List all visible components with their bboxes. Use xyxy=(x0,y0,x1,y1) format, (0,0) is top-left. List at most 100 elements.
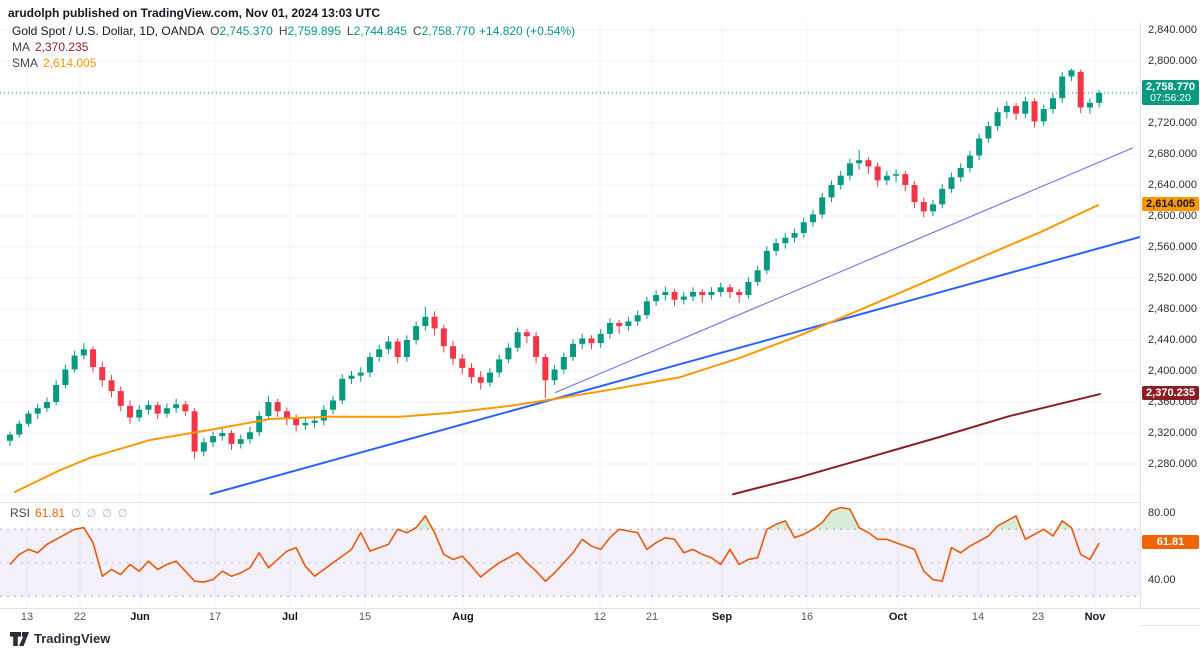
candle-body xyxy=(1096,92,1103,103)
pane-divider[interactable] xyxy=(0,502,1200,503)
published-by-line: arudolph published on TradingView.com, N… xyxy=(8,6,381,20)
gear-icon[interactable]: ∅ xyxy=(86,508,97,520)
candle-body xyxy=(394,341,401,358)
candle-body xyxy=(1040,109,1047,122)
candle-body xyxy=(763,250,770,271)
candle-body xyxy=(145,405,152,410)
candle-body xyxy=(348,375,355,379)
chart-canvas[interactable] xyxy=(0,0,1140,626)
candle-body xyxy=(173,404,180,409)
candle-body xyxy=(883,175,890,181)
candle-body xyxy=(53,384,60,402)
rsi-value: 61.81 xyxy=(35,506,66,520)
candle-body xyxy=(62,369,69,385)
time-label: 14 xyxy=(971,611,985,623)
rsi-tick: 80.00 xyxy=(1148,506,1176,519)
candle-body xyxy=(579,338,586,344)
candle-body xyxy=(570,343,577,358)
price-badge: 2,614.005 xyxy=(1142,197,1199,212)
candle-body xyxy=(800,222,807,234)
candle-body xyxy=(477,377,484,383)
tradingview-logo-text: TradingView xyxy=(34,631,111,646)
candle-body xyxy=(339,378,346,401)
candle-body xyxy=(43,402,50,409)
candle-body xyxy=(846,163,853,176)
rsi-tick: 40.00 xyxy=(1148,573,1176,586)
price-tick: 2,560.000 xyxy=(1148,241,1197,253)
candle-body xyxy=(293,419,300,426)
candle-body xyxy=(191,411,198,452)
price-tick: 2,520.000 xyxy=(1148,272,1197,284)
candle-body xyxy=(385,341,392,350)
candle-body xyxy=(708,291,715,296)
candle-body xyxy=(496,359,503,373)
circle-icon[interactable]: ∅ xyxy=(102,508,112,520)
price-tick: 2,680.000 xyxy=(1148,148,1197,160)
candle-body xyxy=(450,346,457,359)
candle-body xyxy=(16,423,23,435)
time-label: 17 xyxy=(208,611,222,623)
price-tick: 2,640.000 xyxy=(1148,179,1197,191)
ohlc-item: O2,745.370 xyxy=(210,24,273,38)
candle-body xyxy=(662,291,669,296)
rsi-legend: RSI 61.81 ∅ ∅ ∅ ∅ xyxy=(10,506,127,520)
candle-body xyxy=(514,332,521,348)
candle-body xyxy=(505,347,512,360)
trendline-major[interactable] xyxy=(209,235,1140,496)
ma-value: 2,370.235 xyxy=(35,40,89,54)
time-label: Jul xyxy=(282,611,298,623)
candle-body xyxy=(413,326,420,340)
candle-body xyxy=(773,243,780,251)
ma-label: MA xyxy=(12,40,30,54)
candle-body xyxy=(210,436,217,443)
candle-body xyxy=(606,322,613,334)
candle-body xyxy=(643,301,650,316)
footer-bar: TradingView xyxy=(0,626,1200,652)
price-tick: 2,440.000 xyxy=(1148,334,1197,346)
candle-body xyxy=(80,349,87,356)
price-badge: 2,758.770 07:56:20 xyxy=(1142,79,1199,105)
time-label: Jun xyxy=(130,611,150,623)
candle-body xyxy=(810,214,817,223)
candle-body xyxy=(256,415,263,433)
rsi-overbought-fill xyxy=(74,507,1073,530)
candle-body xyxy=(1059,76,1066,99)
time-axis[interactable]: 13 22 Jun 17 Jul 15 Aug 12 21 Sep 16 Oct 14 23 Nov xyxy=(0,609,1140,626)
candle-body xyxy=(994,112,1001,127)
time-label: 23 xyxy=(1031,611,1045,623)
candle-body xyxy=(283,411,290,420)
candle-body xyxy=(163,408,170,414)
ma-legend-row: MA 2,370.235 xyxy=(12,40,575,55)
candle-body xyxy=(791,233,798,238)
candle-body xyxy=(219,433,226,437)
candle-body xyxy=(985,126,992,139)
ohlc-item: L2,744.845 xyxy=(346,24,407,38)
candle-body xyxy=(653,295,660,302)
price-tick: 2,480.000 xyxy=(1148,303,1197,315)
more-icon[interactable]: ∅ xyxy=(117,508,128,520)
candle-body xyxy=(588,338,595,344)
candle-body xyxy=(320,409,327,421)
candle-body xyxy=(616,322,623,327)
time-label: 13 xyxy=(20,611,34,623)
price-tick: 2,800.000 xyxy=(1148,55,1197,67)
symbol-title[interactable]: Gold Spot / U.S. Dollar, 1D, OANDA xyxy=(12,24,205,38)
candle-body xyxy=(856,160,863,164)
candle-body xyxy=(274,402,281,412)
candle-body xyxy=(726,287,733,292)
eye-icon[interactable]: ∅ xyxy=(71,508,81,520)
price-badge: 2,370.235 xyxy=(1142,386,1199,401)
candle-body xyxy=(25,413,32,424)
candle-body xyxy=(440,328,447,347)
time-label: Nov xyxy=(1084,611,1106,623)
candle-body xyxy=(117,391,124,406)
candle-body xyxy=(237,439,244,444)
trendline-minor[interactable] xyxy=(554,147,1134,394)
rsi-toolbar-icons: ∅ ∅ ∅ ∅ xyxy=(65,506,127,520)
candle-body xyxy=(422,316,429,327)
sma-label: SMA xyxy=(12,56,39,70)
candle-body xyxy=(200,442,207,452)
price-axis[interactable]: 2,840.0002,800.0002,760.0002,720.0002,68… xyxy=(1140,22,1200,608)
tradingview-logo[interactable]: TradingView xyxy=(10,631,110,646)
